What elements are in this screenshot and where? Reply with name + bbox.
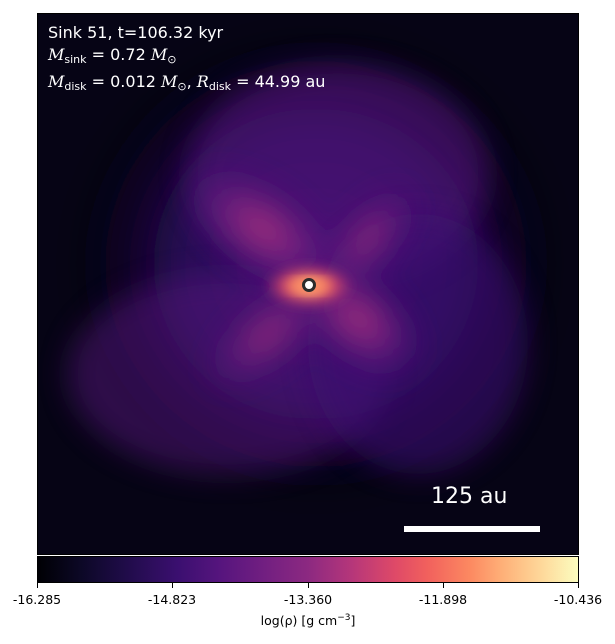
scale-bar-label: 125 au — [431, 484, 508, 509]
colorbar-tick — [443, 583, 444, 588]
colorbar — [37, 556, 579, 583]
colorbar-tick-label: -14.823 — [147, 592, 197, 607]
density-image — [38, 14, 578, 554]
colorbar-tick — [578, 583, 579, 588]
colorbar-tick — [37, 583, 38, 588]
disk-line: Mdisk = 0.012 M⊙, Rdisk = 44.99 au — [48, 72, 326, 93]
scale-bar — [404, 526, 540, 532]
colorbar-tick — [308, 583, 309, 588]
sink-time-line: Sink 51, t=106.32 kyr — [48, 23, 224, 42]
colorbar-label: log(ρ) [g cm−3] — [260, 613, 356, 629]
sink-particle-icon — [302, 278, 316, 292]
sink-annotation: Sink 51, t=106.32 kyr Msink = 0.72 M⊙ Md… — [48, 22, 325, 98]
colorbar-tick-label: -13.360 — [283, 592, 333, 607]
sink-mass-line: Msink = 0.72 M⊙ — [48, 45, 177, 66]
colorbar-tick-label: -11.898 — [418, 592, 468, 607]
colorbar-tick — [172, 583, 173, 588]
colorbar-tick-label: -16.285 — [12, 592, 62, 607]
colorbar-tick-label: -10.436 — [553, 592, 603, 607]
density-map: Sink 51, t=106.32 kyr Msink = 0.72 M⊙ Md… — [37, 13, 579, 555]
